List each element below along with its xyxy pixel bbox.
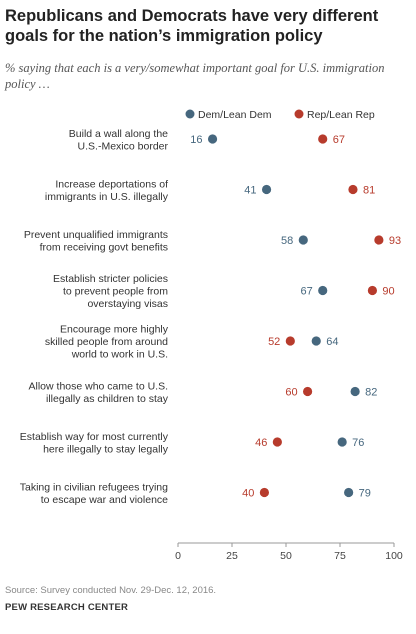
category-label: Allow those who came to U.S. illegally as…: [29, 380, 169, 405]
x-tick-label: 75: [334, 550, 346, 562]
dem-value-label: 16: [190, 134, 202, 146]
legend-marker-dem: [185, 109, 195, 119]
rep-dot: [259, 487, 269, 498]
rep-value-label: 93: [389, 235, 401, 247]
category-label: Increase deportations of immigrants in U.…: [45, 178, 169, 203]
dem-value-label: 82: [365, 387, 377, 399]
rep-value-label: 60: [285, 387, 297, 399]
dem-value-label: 67: [300, 286, 312, 298]
organization-name: PEW RESEARCH CENTER: [5, 602, 129, 613]
category-label: Encourage more highly skilled people from…: [45, 324, 169, 361]
dem-dot: [207, 134, 218, 144]
rep-value-label: 81: [363, 185, 375, 197]
rep-dot: [303, 386, 313, 397]
rep-value-label: 40: [242, 488, 254, 500]
rep-dot: [348, 184, 358, 195]
dem-value-label: 58: [281, 235, 293, 247]
rep-value-label: 52: [268, 336, 280, 348]
dem-dot: [298, 235, 308, 245]
dem-dot: [350, 386, 360, 397]
dem-value-label: 76: [352, 437, 364, 449]
category-label: Prevent unqualified immigrants from recei…: [24, 229, 168, 254]
rep-value-label: 46: [255, 437, 267, 449]
dem-value-label: 64: [326, 336, 338, 348]
rep-value-label: 67: [333, 134, 345, 146]
rep-dot: [285, 336, 295, 346]
chart-title: Republicans and Democrats have very diff…: [5, 7, 379, 45]
rep-dot: [272, 437, 282, 447]
category-label: Establish way for most currently here ill…: [20, 431, 169, 456]
rep-dot: [318, 134, 328, 144]
dem-dot: [344, 487, 354, 498]
category-label: Establish stricter policies to prevent pe…: [53, 273, 168, 310]
dot-plot-chart: Dem/Lean Dem Rep/Lean Rep 0 25 50 75 100 Build …: [20, 109, 403, 562]
rep-dot: [367, 285, 377, 296]
x-tick-label: 0: [175, 550, 181, 562]
dem-dot: [318, 285, 328, 296]
dem-dot: [261, 184, 272, 195]
category-label: Taking in civilian refugees trying to esc…: [20, 481, 168, 506]
legend-marker-rep: [294, 109, 304, 119]
rep-dot: [374, 235, 384, 245]
dem-dot: [311, 336, 321, 346]
dem-dot: [337, 437, 347, 447]
x-tick-label: 50: [280, 550, 292, 562]
dem-value-label: 41: [244, 185, 256, 197]
legend-label-rep: Rep/Lean Rep: [307, 109, 375, 121]
x-tick-label: 25: [226, 550, 238, 562]
legend-label-dem: Dem/Lean Dem: [198, 109, 272, 121]
source-note: Source: Survey conducted Nov. 29-Dec. 12…: [5, 585, 217, 596]
x-tick-label: 100: [385, 550, 403, 562]
rep-value-label: 90: [382, 286, 394, 298]
chart-subtitle: % saying that each is a very/somewhat im…: [5, 61, 385, 91]
category-label: Build a wall along the U.S.-Mexico border: [69, 128, 169, 153]
dem-value-label: 79: [359, 488, 371, 500]
